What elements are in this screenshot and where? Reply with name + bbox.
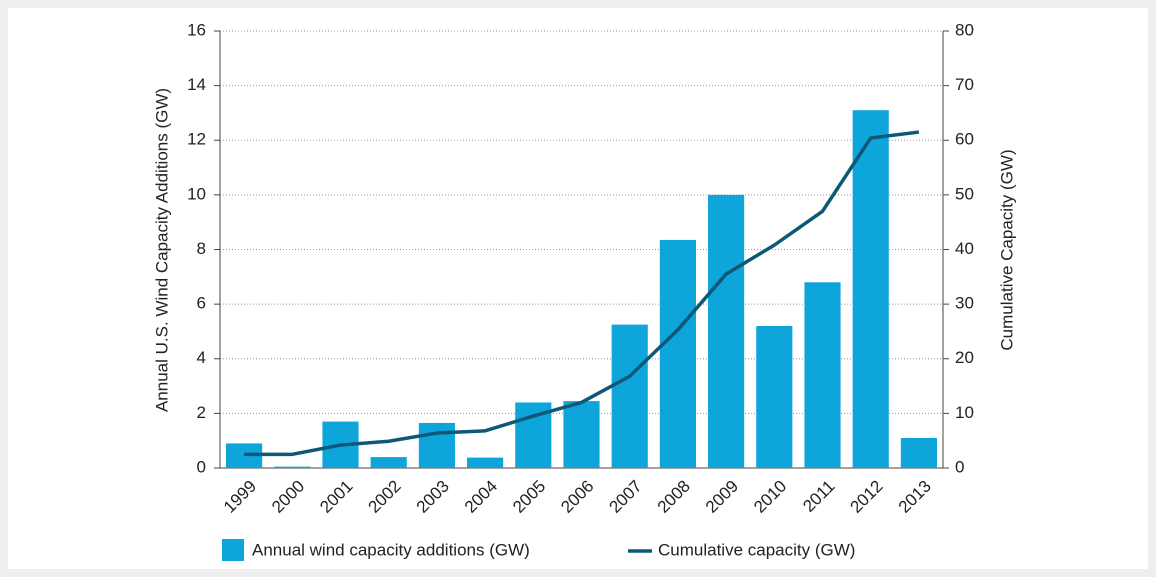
bar (274, 466, 311, 468)
bar (708, 194, 745, 468)
bar (756, 325, 793, 468)
bar (370, 457, 407, 468)
bar (804, 282, 841, 468)
legend-label: Cumulative capacity (GW) (658, 540, 855, 559)
bar (563, 401, 600, 468)
chart-background (8, 8, 1148, 569)
y2-tick-label: 50 (955, 184, 974, 203)
y-tick-label: 8 (197, 239, 206, 258)
y-axis-label: Annual U.S. Wind Capacity Additions (GW) (152, 88, 171, 412)
y-tick-label: 14 (187, 75, 206, 94)
y-tick-label: 0 (197, 457, 206, 476)
y2-axis-label: Cumulative Capacity (GW) (997, 149, 1016, 350)
y-tick-label: 10 (187, 184, 206, 203)
y2-tick-label: 20 (955, 348, 974, 367)
y-tick-label: 6 (197, 294, 206, 313)
legend-label: Annual wind capacity additions (GW) (252, 540, 530, 559)
bar (467, 457, 504, 468)
bar (611, 324, 648, 468)
bar (852, 110, 889, 469)
y-tick-label: 2 (197, 403, 206, 422)
line (244, 130, 920, 457)
y2-tick-label: 80 (955, 20, 974, 39)
y2-tick-label: 70 (955, 75, 974, 94)
y2-tick-label: 0 (955, 457, 964, 476)
y2-tick-label: 40 (955, 239, 974, 258)
y2-tick-label: 10 (955, 403, 974, 422)
y-tick-label: 16 (187, 20, 206, 39)
y-tick-label: 4 (197, 348, 206, 367)
y2-tick-label: 60 (955, 130, 974, 149)
bar (900, 437, 937, 468)
y2-tick-label: 30 (955, 294, 974, 313)
bar (418, 422, 455, 468)
bar (659, 239, 696, 468)
y-tick-label: 12 (187, 130, 206, 149)
legend-swatch (222, 539, 244, 561)
